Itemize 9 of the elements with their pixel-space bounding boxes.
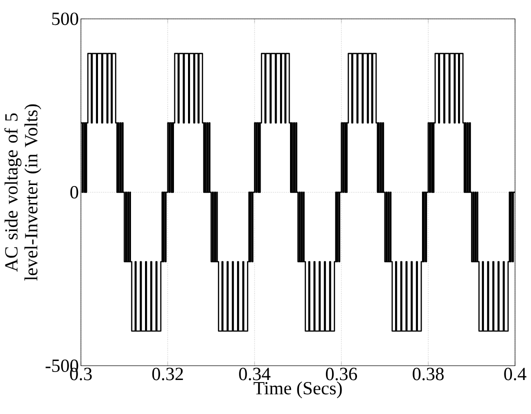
x-tick-label: 0.32 xyxy=(152,368,183,380)
y-tick-label: 500 xyxy=(52,12,78,25)
x-axis-title: Time (Secs) xyxy=(254,381,342,398)
x-tick-label: 0.36 xyxy=(326,368,358,380)
y-axis-title: AC side voltage of 5 level-Inverter (in Volts) xyxy=(4,104,42,280)
x-tick-label: 0.38 xyxy=(412,368,444,380)
x-tick-label: 0.34 xyxy=(239,368,270,380)
x-tick-label: 0.4 xyxy=(504,368,526,380)
y-tick-label: 0 xyxy=(70,186,78,198)
